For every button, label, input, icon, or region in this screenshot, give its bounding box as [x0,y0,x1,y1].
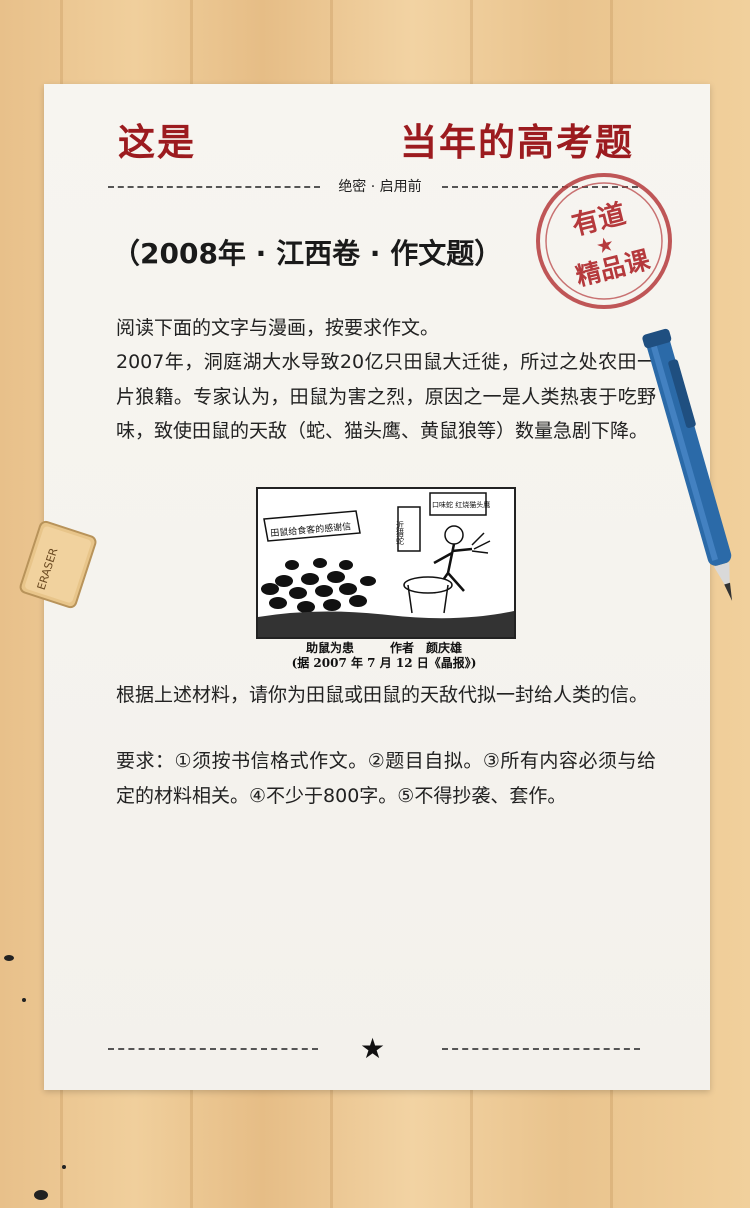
requirements-text: 要求：①须按书信格式作文。②题目自拟。③所有内容必须与给定的材料相关。④不少于8… [116,750,656,807]
title-right: 当年的高考题 [400,120,634,164]
cartoon-sign-left: 近猎蛇 [396,520,405,545]
cartoon-sign-right: 口味蛇 红烧猫头鹰 [432,500,490,509]
footer-divider-left [108,1048,318,1050]
stamp-star: ★ [593,231,616,259]
question-heading: （2008年 · 江西卷 · 作文题） [112,237,503,270]
cartoon-caption-1: 助鼠为患 作者 颜庆雄 [305,641,462,655]
star-icon: ★ [360,1032,386,1065]
intro-text: 阅读下面的文字与漫画，按要求作文。 [116,317,440,339]
secret-label: 绝密 · 启用前 [338,179,422,195]
ink-splatter [34,1190,48,1200]
task-text: 根据上述材料，请你为田鼠或田鼠的天敌代拟一封给人类的信。 [116,684,649,706]
cartoon-image: 田鼠给食客的感谢信 近猎蛇 口味蛇 红烧猫头鹰 [256,487,516,639]
footer-divider-right [442,1048,640,1050]
material-text: 2007年，洞庭湖大水导致20亿只田鼠大迁徙，所过之处农田一片狼籍。专家认为，田… [116,351,656,442]
divider-left [108,186,320,188]
divider-right [442,186,638,188]
pen-icon [642,328,733,601]
eraser-icon: ERASER [19,520,97,609]
ink-splatter [22,998,26,1002]
cartoon-caption-2: (据 2007 年 7 月 12 日《晶报》) [291,656,477,670]
stamp: 有道 ★ 精品课 [536,173,672,309]
ink-splatter [4,955,14,961]
ink-splatter [62,1165,66,1169]
title-left: 这是 [118,120,196,164]
